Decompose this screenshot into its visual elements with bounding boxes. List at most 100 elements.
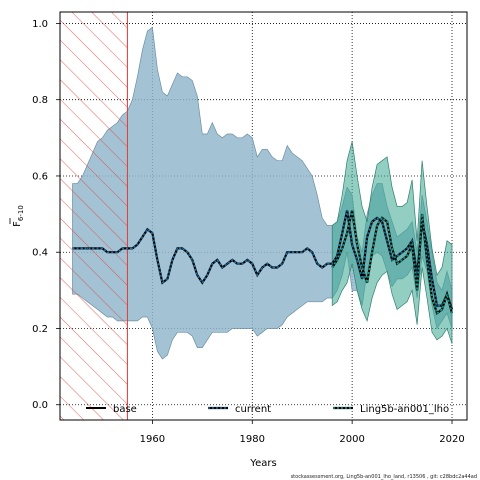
data-point [331, 263, 333, 265]
data-point [111, 251, 113, 253]
data-point [431, 297, 433, 299]
data-point [211, 263, 213, 265]
y-axis-label: F6-10 [9, 205, 25, 227]
x-tick-label: 1960 [140, 434, 165, 445]
data-point [201, 282, 203, 284]
y-tick-label: 0.2 [32, 324, 48, 335]
data-point [291, 251, 293, 253]
legend: base current Ling5b-an001_lho [86, 404, 449, 415]
data-point [141, 236, 143, 238]
data-point [381, 221, 383, 223]
data-point [366, 236, 368, 238]
series-line-current [72, 210, 453, 310]
data-point [431, 278, 433, 280]
data-point [161, 282, 163, 284]
data-point [406, 255, 408, 257]
data-point [326, 263, 328, 265]
y-tick-label: 0.0 [32, 400, 48, 411]
data-point [186, 251, 188, 253]
data-point [411, 244, 413, 246]
y-axis-label-main: F [12, 221, 23, 227]
data-point [341, 247, 343, 249]
data-point [226, 263, 228, 265]
svg-text:F6-10: F6-10 [12, 205, 25, 227]
data-point [361, 278, 363, 280]
data-point [376, 224, 378, 227]
hatched-area [60, 12, 128, 420]
data-point [216, 259, 218, 261]
x-axis-label: Years [249, 458, 276, 469]
data-point [116, 251, 118, 253]
data-point [231, 259, 233, 261]
confidence-bands [72, 26, 453, 360]
data-point [196, 274, 198, 276]
legend-label-2: Ling5b-an001_lho [360, 404, 449, 415]
data-point [341, 232, 343, 234]
x-tick-label: 2020 [439, 434, 464, 445]
data-point [241, 263, 243, 265]
data-point [181, 247, 183, 249]
data-point [416, 289, 418, 291]
data-point [146, 228, 148, 230]
data-point [76, 247, 79, 249]
y-axis-label-sub: 6-10 [17, 205, 25, 221]
data-point [436, 312, 438, 314]
data-point [386, 240, 388, 242]
y-tick-label: 0.8 [32, 95, 48, 106]
data-point [301, 251, 303, 253]
data-point [106, 251, 108, 253]
data-point [386, 221, 388, 223]
data-point [276, 266, 278, 269]
data-point [131, 247, 133, 249]
data-point [371, 221, 373, 223]
data-point [391, 247, 393, 249]
plot-frame [59, 11, 468, 421]
data-point [221, 266, 223, 269]
data-point [346, 209, 348, 211]
data-point [191, 259, 193, 261]
y-tick-label: 1.0 [32, 19, 48, 30]
data-point [266, 263, 268, 265]
data-point [81, 247, 84, 249]
data-point [351, 209, 353, 211]
data-point [321, 266, 323, 269]
data-point [256, 274, 258, 276]
y-tick-label: 0.4 [32, 248, 48, 259]
data-point [251, 263, 253, 265]
data-point [306, 247, 308, 249]
data-point [336, 255, 338, 257]
data-point [446, 293, 448, 295]
x-tick-label: 2000 [339, 434, 364, 445]
data-point [171, 259, 173, 261]
hatched-region [60, 12, 128, 420]
data-point [176, 247, 178, 249]
data-point [376, 217, 378, 219]
data-point [91, 247, 94, 249]
data-point [406, 247, 408, 249]
data-point [351, 244, 353, 246]
data-point [156, 259, 158, 261]
data-point [451, 312, 453, 314]
data-point [361, 266, 363, 269]
legend-label-0: base [113, 404, 137, 415]
data-point [86, 247, 89, 249]
data-point [391, 259, 393, 261]
data-point [271, 266, 273, 269]
data-point [281, 263, 283, 265]
x-tick-label: 1980 [240, 434, 265, 445]
data-point [421, 213, 423, 215]
data-point [381, 217, 383, 219]
data-point [426, 259, 428, 261]
data-point [441, 308, 443, 310]
data-point [396, 263, 398, 265]
data-point [286, 251, 288, 253]
data-point [311, 251, 313, 253]
data-point [426, 244, 428, 246]
series-lines [71, 209, 454, 316]
data-point [411, 240, 413, 242]
y-tick-label: 0.6 [32, 171, 48, 182]
data-point [296, 251, 298, 253]
data-point [136, 244, 138, 246]
data-point [151, 232, 153, 234]
